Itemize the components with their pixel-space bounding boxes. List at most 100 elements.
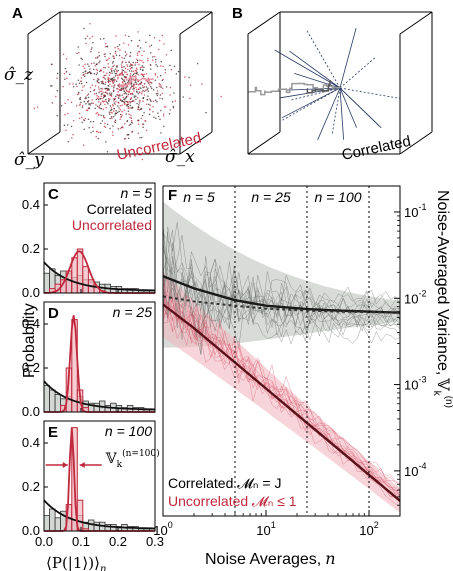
scatter-point <box>109 83 111 86</box>
scatter-point <box>105 98 107 101</box>
scatter-point <box>105 74 107 77</box>
scatter-point <box>107 76 109 79</box>
scatter-point <box>97 98 100 101</box>
scatter-point <box>144 119 146 122</box>
scatter-point <box>100 107 103 110</box>
scatter-point <box>89 90 92 93</box>
scatter-point <box>128 70 131 72</box>
scatter-point <box>154 61 157 63</box>
uncorrelated-trace <box>163 278 400 487</box>
legend-correlated: Correlated <box>87 201 152 217</box>
scatter-point <box>124 91 127 94</box>
scatter-point <box>119 108 122 111</box>
scatter-point <box>161 79 164 82</box>
scatter-point <box>56 114 59 117</box>
scatter-point <box>132 79 134 81</box>
scatter-point <box>188 76 190 79</box>
scatter-point <box>160 109 162 112</box>
scatter-point <box>124 34 127 37</box>
scatter-point <box>97 77 99 80</box>
scatter-point <box>85 103 87 105</box>
scatter-point <box>98 91 100 94</box>
scatter-point <box>65 129 67 132</box>
scatter-point <box>156 90 159 92</box>
scatter-point <box>123 93 126 95</box>
scatter-point <box>86 35 89 37</box>
scatter-point <box>172 105 175 108</box>
scatter-point <box>164 69 167 71</box>
scatter-point <box>123 65 125 68</box>
scatter-point <box>136 102 138 105</box>
scatter-point <box>149 109 151 111</box>
uncorrelated-trace <box>163 289 400 495</box>
scatter-point <box>147 82 150 84</box>
scatter-point <box>81 104 84 107</box>
scatter-point <box>116 93 118 96</box>
scatter-point <box>113 79 116 82</box>
scatter-point <box>116 74 119 76</box>
scatter-point <box>146 89 148 91</box>
scatter-point <box>145 103 148 105</box>
scatter-point <box>122 96 125 99</box>
scatter-point <box>72 86 75 88</box>
scatter-point <box>88 70 91 73</box>
scatter-point <box>163 125 165 128</box>
scatter-point <box>152 89 155 91</box>
scatter-point <box>109 105 112 107</box>
scatter-point <box>92 102 95 104</box>
scatter-point <box>142 61 145 64</box>
scatter-point <box>64 78 66 80</box>
scatter-point <box>113 102 116 104</box>
scatter-point <box>115 95 117 98</box>
scatter-point <box>100 80 103 83</box>
scatter-point <box>33 107 36 110</box>
scatter-point <box>148 98 151 100</box>
scatter-point <box>121 73 123 75</box>
scatter-point <box>94 85 97 87</box>
scatter-point <box>142 74 144 76</box>
scatter-point <box>131 122 133 124</box>
scatter-point <box>147 95 149 97</box>
scatter-point <box>125 113 127 115</box>
panel-f: n = 5 n = 25 n = 100 100 101 102 10-1 10-2 10-3 1… <box>153 185 426 538</box>
scatter-point <box>106 123 109 126</box>
scatter-point <box>86 94 89 97</box>
scatter-point <box>137 132 140 134</box>
scatter-point <box>100 90 103 93</box>
scatter-point <box>118 110 120 113</box>
scatter-point <box>112 134 114 137</box>
scatter-point <box>110 111 112 114</box>
scatter-point <box>152 105 154 108</box>
bar-uncorrelated <box>76 248 84 294</box>
scatter-point <box>147 87 149 89</box>
scatter-point <box>137 88 140 91</box>
uncorrelated-trace <box>163 293 400 485</box>
scatter-point <box>132 88 134 90</box>
scatter-point <box>149 104 152 106</box>
scatter-point <box>118 88 121 91</box>
scatter-point <box>126 134 128 136</box>
scatter-point <box>169 109 172 111</box>
scatter-point <box>110 95 113 97</box>
scatter-point <box>83 75 86 78</box>
fit-correlated <box>43 261 155 292</box>
scatter-point <box>98 113 100 116</box>
scatter-point <box>65 71 68 73</box>
scatter-point <box>135 86 137 89</box>
scatter-point <box>111 85 113 88</box>
scatter-point <box>97 78 100 81</box>
scatter-point <box>127 107 130 109</box>
cube-edge <box>247 11 281 35</box>
scatter-point <box>113 69 115 72</box>
scatter-point <box>156 76 159 78</box>
legend-correlated-b: Correlated <box>340 133 412 164</box>
scatter-point <box>145 86 148 88</box>
scatter-point <box>130 117 133 119</box>
scatter-point <box>165 86 168 88</box>
scatter-point <box>135 67 138 69</box>
scatter-point <box>103 37 105 40</box>
scatter-point <box>169 64 171 67</box>
scatter-point <box>67 140 70 143</box>
scatter-point <box>105 59 108 62</box>
scatter-point <box>95 63 98 66</box>
